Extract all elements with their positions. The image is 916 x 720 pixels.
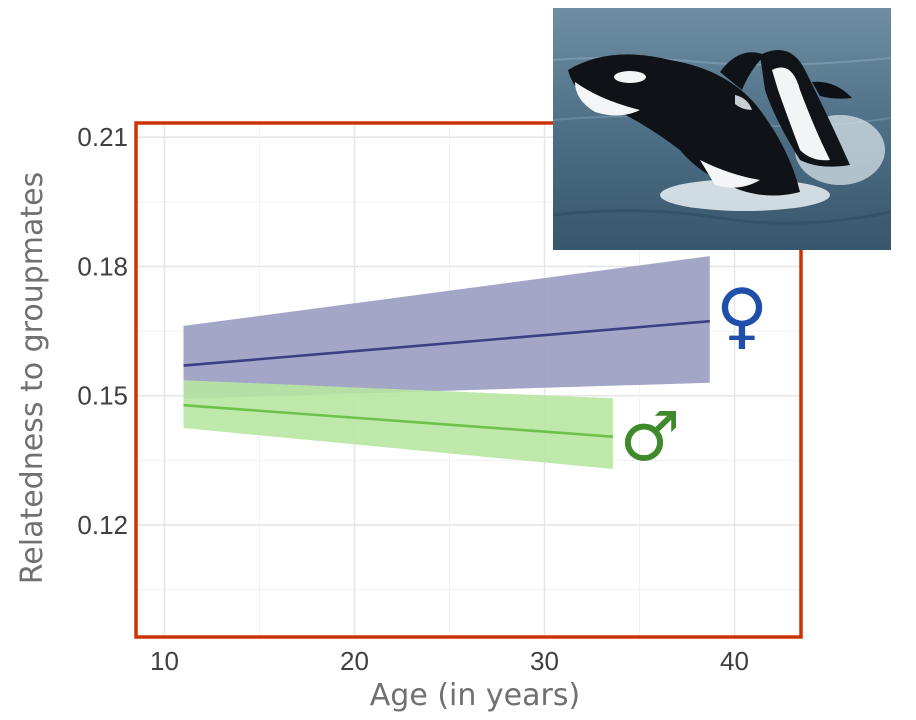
y-tick-label: 0.18 (77, 251, 128, 281)
x-tick-label: 10 (150, 646, 179, 676)
plot-frame (134, 121, 803, 639)
trend-line-0 (183, 319, 710, 367)
female-symbol-icon: ♀ (716, 273, 769, 357)
x-tick-labels: 10 20 30 40 (150, 646, 749, 676)
confidence-band-1 (183, 380, 613, 469)
y-tick-label: 0.12 (77, 510, 128, 540)
confidence-bands (183, 256, 710, 469)
y-tick-labels: 0.12 0.15 0.18 0.21 (77, 122, 128, 540)
trend-lines (183, 319, 710, 438)
male-symbol-icon: ♂ (620, 398, 681, 477)
y-tick-label: 0.15 (77, 381, 128, 411)
confidence-band-0 (183, 256, 710, 399)
x-tick-label: 40 (720, 646, 749, 676)
trend-line-1 (183, 403, 613, 438)
y-tick-label: 0.21 (77, 122, 128, 152)
x-tick-label: 30 (530, 646, 559, 676)
x-axis-title: Age (in years) (370, 678, 580, 713)
x-tick-label: 20 (340, 646, 369, 676)
y-axis-title: Relatedness to groupmates (15, 172, 50, 584)
orca-photo (553, 8, 891, 250)
